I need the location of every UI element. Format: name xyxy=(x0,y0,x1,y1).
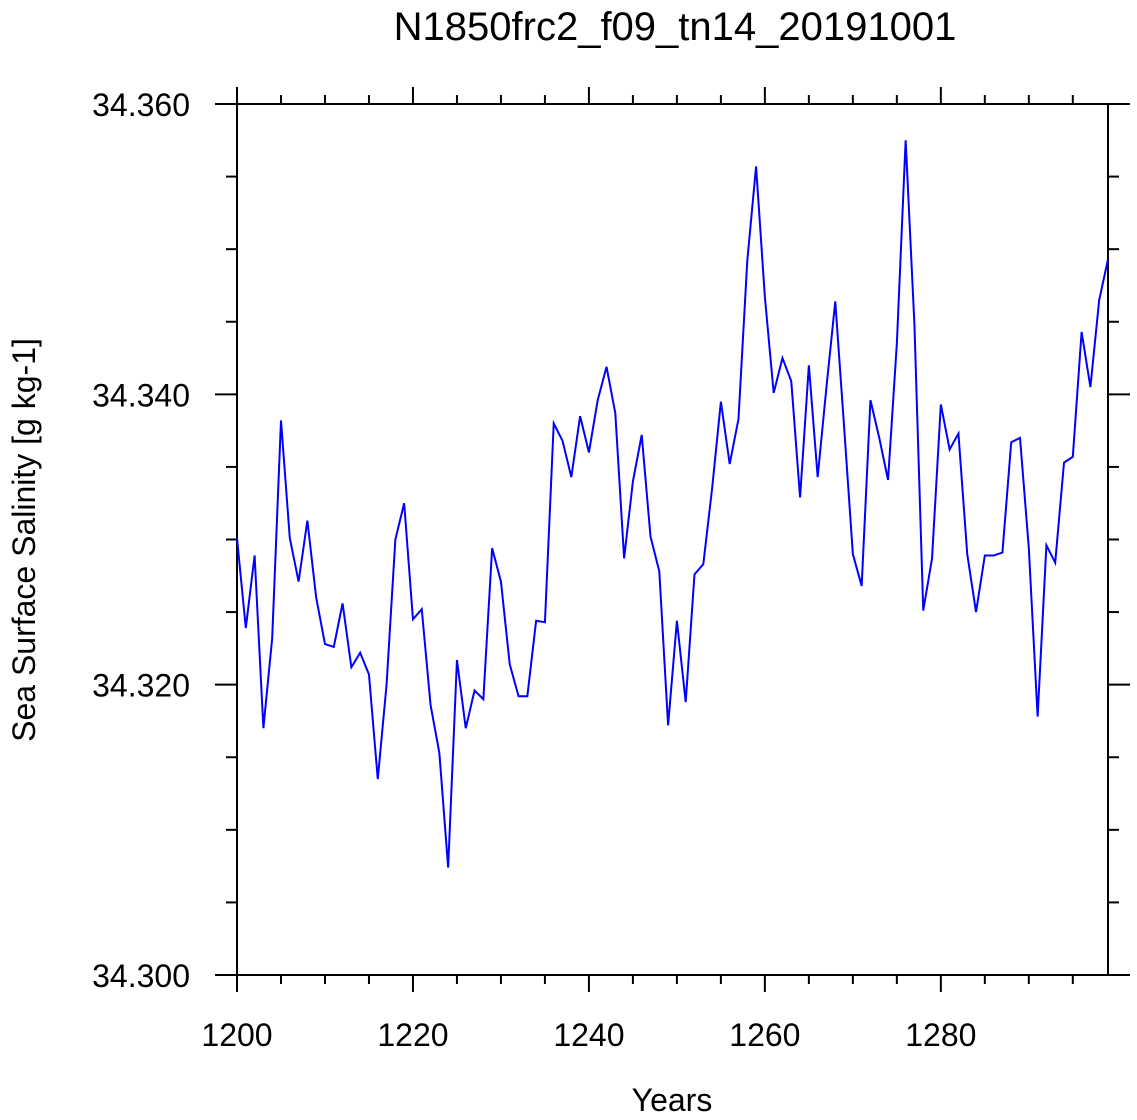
y-tick-label: 34.320 xyxy=(92,668,190,704)
x-tick-label: 1220 xyxy=(377,1017,448,1053)
x-tick-label: 1200 xyxy=(201,1017,272,1053)
x-tick-label: 1240 xyxy=(553,1017,624,1053)
plot-frame xyxy=(236,103,1109,976)
y-tick-label: 34.340 xyxy=(92,377,190,413)
y-tick-label: 34.300 xyxy=(92,958,190,994)
x-tick-label: 1260 xyxy=(729,1017,800,1053)
x-axis-label: Years xyxy=(632,1082,713,1118)
x-tick-label: 1280 xyxy=(905,1017,976,1053)
y-tick-label: 34.360 xyxy=(92,87,190,123)
salinity-series-line xyxy=(236,140,1109,868)
chart-title: N1850frc2_f09_tn14_20191001 xyxy=(394,5,957,49)
tick-labels: 1200 1220 1240 1260 1280 34.300 34.320 34.340 34… xyxy=(92,87,976,1053)
axis-ticks xyxy=(215,87,1130,992)
y-axis-label: Sea Surface Salinity [g kg-1] xyxy=(6,338,42,742)
